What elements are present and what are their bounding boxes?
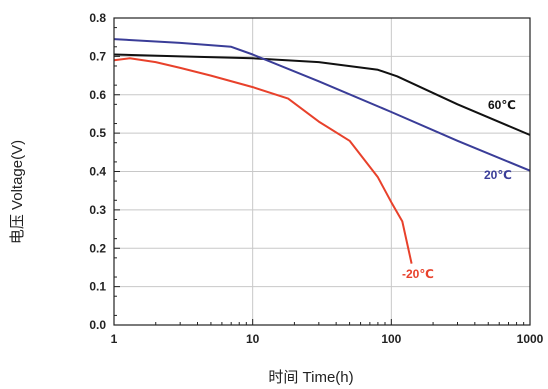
series-label-minus20c: -20℃ [402,267,434,281]
y-tick-label: 0.4 [89,165,106,179]
x-tick-label: 100 [381,332,401,346]
y-tick-label: 0.3 [89,203,106,217]
y-tick-label: 0.2 [89,241,106,255]
y-tick-label: 0.0 [89,318,106,332]
x-tick-label: 1000 [517,332,544,346]
y-tick-label: 0.5 [89,126,106,140]
y-tick-label: 0.1 [89,280,106,294]
grid [114,18,530,325]
y-axis-label: 电压 Voltage(V) [9,140,26,244]
series-labels: 60℃ 20℃ -20℃ [402,98,516,281]
y-tick-label: 0.8 [89,11,106,25]
axis-ticks: 1 10 100 1000 0.0 0.1 0.2 0.3 0.4 0.5 0.6 0.7 0.8 [89,11,543,346]
series-line-20c [113,38,531,172]
series-label-20c: 20℃ [484,168,512,182]
x-tick-label: 1 [111,332,118,346]
y-tick-label: 0.6 [89,88,106,102]
series-lines [113,38,531,264]
series-line-60c [113,53,531,136]
x-tick-label: 10 [246,332,260,346]
y-tick-label: 0.7 [89,49,106,63]
x-axis-label: 时间 Time(h) [268,369,353,386]
series-label-60c: 60℃ [488,98,516,112]
series-line-minus20c [113,57,413,264]
